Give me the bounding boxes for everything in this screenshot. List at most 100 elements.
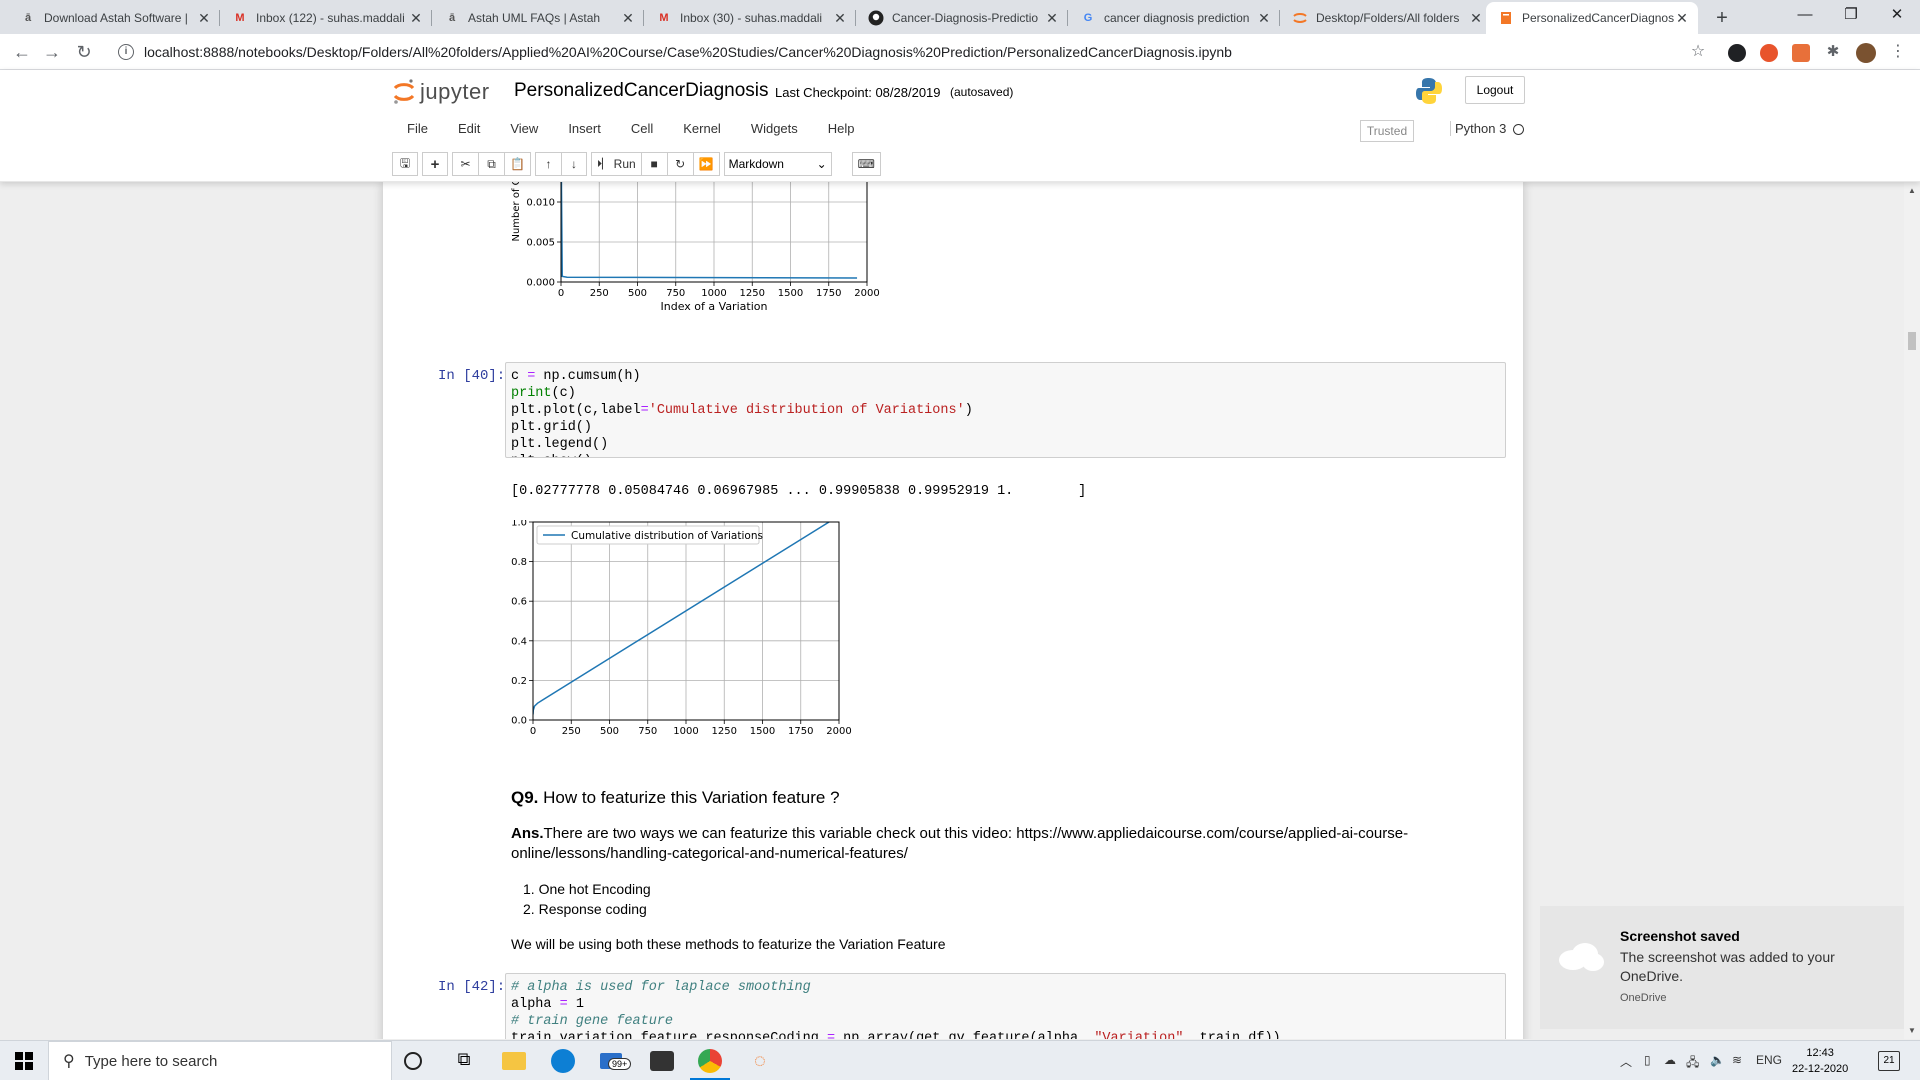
url-input[interactable]: i localhost:8888/notebooks/Desktop/Folde… [110,38,1710,66]
jupyter-taskbar-icon[interactable]: ◌ [754,1050,766,1072]
close-tab-icon[interactable]: ✕ [410,9,422,26]
site-info-icon[interactable]: i [118,44,134,60]
cell-type-select[interactable]: Markdown ⌄ [723,152,832,176]
cut-button[interactable]: ✂ [452,152,478,176]
x-tick-label: 1750 [816,288,841,299]
forward-button[interactable]: → [43,42,61,62]
close-tab-icon[interactable]: ✕ [1258,9,1270,26]
jupyter-logo[interactable]: jupyter [392,78,490,106]
close-tab-icon[interactable]: ✕ [622,9,634,26]
move-up-button[interactable]: ↑ [534,152,561,176]
tab-title: Cancer-Diagnosis-Predictio [892,11,1039,25]
browser-tab[interactable]: M Inbox (122) - suhas.maddali ✕ [220,2,432,34]
battery-icon[interactable]: ▯ [1644,1053,1651,1067]
onedrive-toast[interactable]: Screenshot saved The screenshot was adde… [1540,906,1904,1029]
menu-kernel[interactable]: Kernel [683,121,721,136]
scissors-icon: ✂ [460,157,471,171]
move-down-button[interactable]: ↓ [560,152,587,176]
x-tick-label: 750 [638,726,657,737]
browser-tab[interactable]: ā Download Astah Software | ✕ [8,2,220,34]
tab-title: PersonalizedCancerDiagnos [1522,11,1674,25]
bookmark-star-icon[interactable]: ☆ [1690,43,1706,60]
taskbar-search-input[interactable]: ⚲ Type here to search [48,1041,392,1080]
menu-cell[interactable]: Cell [630,121,654,136]
methods-list: 1. One hot Encoding 2. Response coding [511,879,651,919]
command-palette-button[interactable]: ⌨ [851,152,881,176]
notebook-name[interactable]: PersonalizedCancerDiagnosis [514,80,769,101]
profile-avatar[interactable] [1856,43,1876,63]
notebook-area[interactable]: 0 250 500 750 1000 1250 1500 1750 2000 0.000 0.005… [0,182,1904,1039]
copy-button[interactable]: ⧉ [478,152,504,176]
browser-tab[interactable]: Desktop/Folders/All folders ✕ [1280,2,1492,34]
browser-menu-icon[interactable]: ⋮ [1890,43,1906,60]
file-explorer-icon[interactable] [502,1052,526,1070]
x-tick-label: 500 [628,288,647,299]
chrome-icon[interactable] [698,1049,722,1073]
extensions-puzzle-icon[interactable]: ✱ [1826,43,1840,60]
restart-run-all-button[interactable]: ⏩ [692,152,720,176]
x-axis-label: Index of a Variation [661,300,768,313]
scroll-thumb[interactable] [1908,332,1916,350]
code-cell-40[interactable]: c = np.cumsum(h) print(c) plt.plot(c,lab… [505,362,1506,458]
paste-button[interactable]: 📋 [504,152,531,176]
browser-tab[interactable]: Cancer-Diagnosis-Predictio ✕ [856,2,1068,34]
extension-fire-icon[interactable] [1760,44,1778,62]
task-view-icon[interactable]: ⧉ [457,1049,471,1069]
cortana-icon[interactable] [404,1052,422,1070]
store-icon[interactable] [650,1051,674,1071]
restart-button[interactable]: ↻ [666,152,693,176]
network-icon[interactable]: 🖧 [1686,1055,1700,1069]
browser-tab[interactable]: G cancer diagnosis prediction ✕ [1068,2,1280,34]
menu-help[interactable]: Help [827,121,855,136]
menu-file[interactable]: File [407,121,428,136]
insert-cell-button[interactable]: + [422,152,448,176]
menu-view[interactable]: View [510,121,539,136]
search-icon: ⚲ [63,1053,75,1070]
browser-tab[interactable]: M Inbox (30) - suhas.maddali ✕ [644,2,856,34]
close-tab-icon[interactable]: ✕ [1676,9,1688,26]
chevron-down-icon: ⌄ [816,157,827,171]
new-tab-button[interactable]: + [1716,7,1728,29]
back-button[interactable]: ← [13,42,31,62]
close-tab-icon[interactable]: ✕ [198,9,210,26]
code-cell-42[interactable]: # alpha is used for laplace smoothing al… [505,973,1506,1039]
volume-icon[interactable]: 🔈 [1710,1053,1725,1067]
wifi-icon[interactable]: ≋ [1732,1053,1743,1067]
scroll-up-icon[interactable]: ▲ [1908,186,1916,195]
menu-edit[interactable]: Edit [457,121,481,136]
browser-tab[interactable]: ā Astah UML FAQs | Astah ✕ [432,2,644,34]
logout-button[interactable]: Logout [1465,76,1525,104]
notebook-scrollbar[interactable]: ▲ ▼ [1904,182,1920,1039]
y-tick-label: 1.0 [511,520,527,529]
menu-widgets[interactable]: Widgets [750,121,798,136]
trusted-indicator[interactable]: Trusted [1360,120,1414,142]
python-logo-icon [1414,76,1444,109]
restore-window-button[interactable]: ❐ [1844,6,1858,23]
close-tab-icon[interactable]: ✕ [1470,9,1482,26]
minimize-window-button[interactable]: — [1797,6,1813,23]
language-indicator[interactable]: ENG [1756,1053,1783,1067]
close-tab-icon[interactable]: ✕ [834,9,846,26]
close-tab-icon[interactable]: ✕ [1046,9,1058,26]
arrow-down-icon: ↓ [570,157,577,171]
run-button[interactable]: ⏵▏ Run [590,152,641,176]
interrupt-button[interactable]: ■ [640,152,667,176]
menu-insert[interactable]: Insert [568,121,601,136]
close-window-button[interactable]: ✕ [1890,6,1904,23]
notification-center-icon[interactable]: 21 [1878,1051,1900,1071]
google-icon: G [1083,12,1093,24]
extension-pause-icon[interactable] [1728,44,1746,62]
onedrive-tray-icon[interactable]: ☁ [1664,1053,1676,1067]
browser-tab-active[interactable]: PersonalizedCancerDiagnos ✕ [1486,2,1698,34]
taskbar-clock[interactable]: 12:43 22-12-2020 [1792,1045,1848,1077]
save-button[interactable]: 🖫 [392,152,418,176]
cell-prompt: In [40]: [438,368,506,384]
cell-output-text: [0.02777778 0.05084746 0.06967985 ... 0.… [511,484,1087,499]
extension-orange-icon[interactable] [1792,44,1810,62]
reload-button[interactable]: ↻ [76,42,92,62]
show-hidden-icons-icon[interactable]: ︿ [1620,1055,1633,1069]
start-button[interactable] [0,1041,48,1080]
edge-icon[interactable] [551,1049,575,1073]
scroll-down-icon[interactable]: ▼ [1908,1026,1916,1035]
mail-icon[interactable]: 99+ [600,1049,632,1073]
